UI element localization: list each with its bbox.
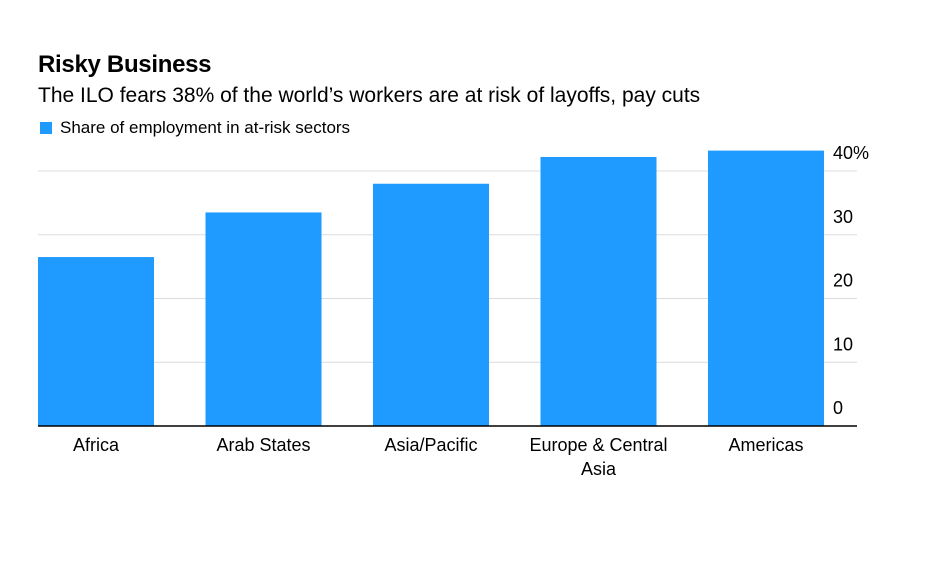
legend-swatch <box>40 122 52 134</box>
bar <box>708 150 824 426</box>
bar <box>205 212 322 426</box>
bar <box>540 156 657 426</box>
x-tick-label: Asia <box>581 459 617 479</box>
y-tick-label: 30 <box>833 207 853 227</box>
x-tick-label: Europe & Central <box>529 435 667 455</box>
y-tick-label: 0 <box>833 398 843 418</box>
y-tick-label: 10 <box>833 334 853 354</box>
bar <box>373 183 489 426</box>
chart-title: Risky Business <box>38 51 212 78</box>
x-tick-label: Americas <box>728 435 803 455</box>
chart-subtitle: The ILO fears 38% of the world’s workers… <box>38 84 701 107</box>
bar <box>38 257 154 426</box>
x-tick-label: Arab States <box>216 435 310 455</box>
x-tick-label: Africa <box>73 435 120 455</box>
y-tick-label: 40% <box>833 143 869 163</box>
y-tick-label: 20 <box>833 271 853 291</box>
legend-label: Share of employment in at-risk sectors <box>60 118 351 137</box>
legend: Share of employment in at-risk sectors <box>40 117 350 139</box>
x-tick-label: Asia/Pacific <box>384 435 477 455</box>
